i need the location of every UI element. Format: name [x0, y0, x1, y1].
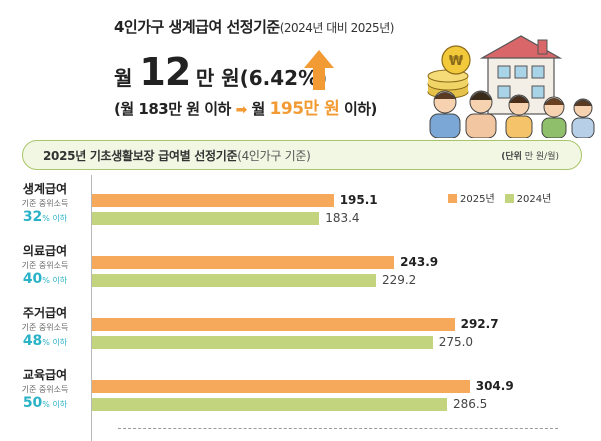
right-arrow-icon: ➡ — [235, 102, 248, 118]
bar-label-2024-cat-3: 275.0 — [438, 335, 474, 349]
chart-title-banner: 2025년 기초생활보장 급여별 선정기준(4인가구 기준) (단위 만 원/월… — [22, 140, 582, 170]
increase-amount: 12 — [139, 50, 191, 94]
chart-bottom-divider — [118, 428, 558, 429]
category-percent: 40% 이하 — [0, 271, 90, 287]
increase-line: 월 12 만 원(6.42%) — [114, 50, 327, 94]
category-percent: 32% 이하 — [0, 209, 90, 225]
chart-title-sub: (4인가구 기준) — [237, 149, 311, 163]
chart-axis-line — [91, 175, 92, 441]
chart-unit-prefix: (단위 — [501, 152, 522, 162]
legend-item-2024: 2024년 — [504, 190, 552, 205]
header-title: 4인가구 생계급여 선정기준(2024년 대비 2025년) — [114, 16, 394, 37]
bar-label-2025-cat-1: 195.1 — [339, 193, 378, 207]
bar-2025-cat-2 — [92, 256, 395, 269]
bar-2025-cat-4 — [92, 380, 470, 393]
legend-label-2025: 2025년 — [460, 194, 495, 205]
legend-swatch-2024 — [504, 194, 514, 203]
bar-label-2025-cat-2: 243.9 — [400, 255, 439, 269]
legend-item-2025: 2025년 — [448, 190, 495, 205]
bar-label-2024-cat-1: 183.4 — [325, 211, 360, 225]
compare-open: (월 183만 원 이하 — [114, 100, 236, 118]
chart-title: 2025년 기초생활보장 급여별 선정기준(4인가구 기준) — [43, 147, 311, 164]
category-percent-value: 32 — [22, 209, 43, 225]
family-house-illustration-icon: ₩ — [427, 35, 595, 138]
category-name: 교육급여 — [22, 368, 68, 382]
category-percent-suffix: % 이하 — [42, 276, 68, 285]
legend-label-2024: 2024년 — [516, 194, 552, 205]
bar-2025-cat-1 — [92, 194, 334, 207]
category-percent-suffix: % 이하 — [42, 400, 68, 409]
bar-2024-cat-1 — [92, 212, 320, 225]
chart-legend: 2025년 2024년 — [448, 190, 551, 205]
category-sub: 기준 중위소득 — [21, 261, 69, 270]
bar-2024-cat-3 — [92, 336, 433, 349]
category-percent-suffix: % 이하 — [42, 338, 68, 347]
category-percent-value: 50 — [22, 395, 43, 411]
chart-unit-rest: 만 원/월) — [521, 152, 559, 162]
increase-suffix: 만 원(6.42%) — [195, 66, 328, 90]
category-percent-value: 48 — [22, 333, 43, 349]
category-percent-suffix: % 이하 — [42, 214, 68, 223]
category-sub: 기준 중위소득 — [21, 323, 69, 332]
category-sub: 기준 중위소득 — [21, 385, 69, 394]
bar-label-2024-cat-2: 229.2 — [381, 273, 417, 287]
bar-2024-cat-2 — [92, 274, 376, 287]
category-name: 의료급여 — [22, 244, 68, 258]
category-name: 주거급여 — [22, 306, 68, 320]
svg-text:₩: ₩ — [449, 54, 464, 69]
header-title-main: 4인가구 생계급여 선정기준 — [114, 18, 280, 36]
compare-line: (월 183만 원 이하 ➡ 월 195만 원 이하) — [114, 94, 377, 119]
bar-label-2025-cat-3: 292.7 — [460, 317, 499, 331]
compare-close: 이하) — [339, 100, 377, 118]
up-arrow-icon — [304, 50, 334, 90]
bar-2024-cat-4 — [92, 398, 447, 411]
category-name: 생계급여 — [22, 182, 68, 196]
bar-label-2025-cat-4: 304.9 — [475, 379, 514, 393]
category-percent: 48% 이하 — [0, 333, 90, 349]
category-percent: 50% 이하 — [0, 395, 90, 411]
legend-swatch-2025 — [448, 194, 457, 203]
chart-unit: (단위 만 원/월) — [501, 149, 559, 162]
compare-new-value: 195만 원 — [269, 99, 340, 119]
increase-prefix: 월 — [114, 66, 140, 90]
category-percent-value: 40 — [22, 271, 43, 287]
header-title-sub: (2024년 대비 2025년) — [279, 21, 395, 35]
bar-label-2024-cat-4: 286.5 — [452, 397, 488, 411]
category-sub: 기준 중위소득 — [21, 199, 69, 208]
compare-mid: 월 — [246, 100, 270, 118]
bar-2025-cat-3 — [92, 318, 455, 331]
chart-title-main: 2025년 기초생활보장 급여별 선정기준 — [43, 149, 238, 163]
